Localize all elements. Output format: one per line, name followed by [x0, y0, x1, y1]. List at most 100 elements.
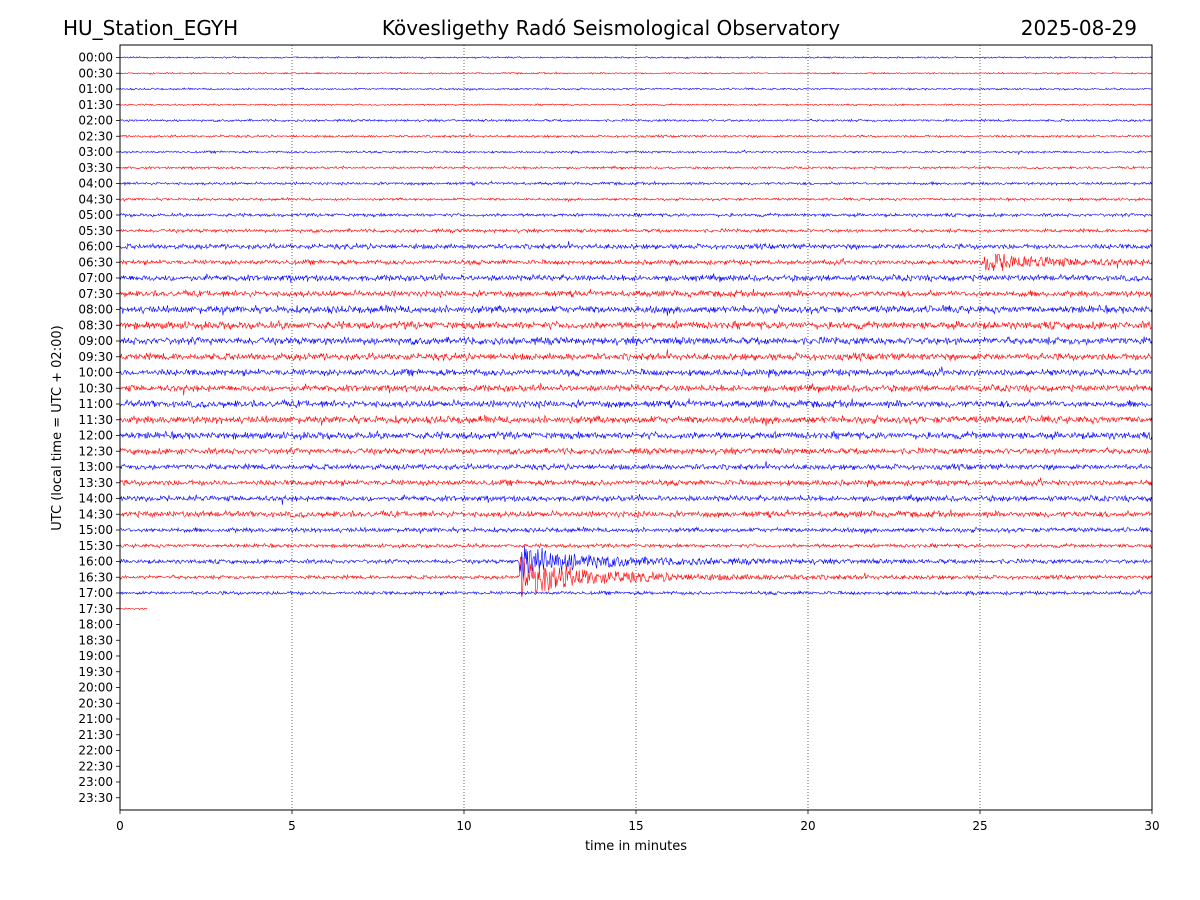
y-tick-label: 16:00 — [78, 555, 113, 569]
y-tick-label: 06:00 — [78, 240, 113, 254]
y-tick-label: 10:30 — [78, 381, 113, 395]
y-tick-label: 05:30 — [78, 224, 113, 238]
seismogram-trace-0700 — [119, 273, 1153, 283]
seismogram-trace-0300 — [119, 149, 1153, 156]
date-title: 2025-08-29 — [1021, 16, 1137, 40]
seismogram-trace-1500 — [119, 526, 1153, 535]
seismogram-trace-0000 — [119, 55, 1153, 60]
y-tick-label: 23:00 — [78, 775, 113, 789]
seismogram-trace-0330 — [119, 165, 1152, 171]
seismogram-trace-1600 — [119, 546, 1152, 581]
y-tick-label: 14:00 — [78, 492, 113, 506]
y-tick-label: 09:00 — [78, 334, 113, 348]
seismogram-trace-1300 — [119, 460, 1153, 472]
seismogram-trace-0030 — [119, 71, 1153, 76]
seismogram-trace-0230 — [119, 132, 1152, 139]
x-tick-label: 20 — [800, 819, 815, 833]
y-tick-label: 07:30 — [78, 287, 113, 301]
seismogram-trace-1700 — [119, 588, 1152, 597]
y-tick-label: 09:30 — [78, 350, 113, 364]
x-tick-label: 15 — [628, 819, 643, 833]
y-tick-label: 10:00 — [78, 366, 113, 380]
x-tick-label: 0 — [116, 819, 124, 833]
y-tick-label: 11:00 — [78, 397, 113, 411]
y-tick-label: 21:30 — [78, 728, 113, 742]
station-title: HU_Station_EGYH — [63, 16, 238, 40]
y-tick-label: 02:00 — [78, 114, 113, 128]
y-tick-label: 03:00 — [78, 145, 113, 159]
x-axis-ticks: 0 5 10 15 20 25 30 — [116, 810, 1160, 833]
seismogram-trace-0430 — [119, 196, 1152, 203]
y-tick-label: 02:30 — [78, 129, 113, 143]
seismogram-trace-0530 — [119, 227, 1153, 234]
seismogram-trace-0130 — [119, 103, 1152, 107]
seismogram-trace-0500 — [119, 212, 1153, 218]
y-tick-label: 08:00 — [78, 303, 113, 317]
y-tick-label: 04:00 — [78, 177, 113, 191]
seismogram-trace-1100 — [119, 398, 1152, 410]
y-tick-label: 11:30 — [78, 413, 113, 427]
seismogram-trace-1230 — [119, 446, 1152, 457]
seismogram-trace-1530 — [119, 542, 1153, 550]
x-tick-label: 10 — [456, 819, 471, 833]
seismogram-trace-1330 — [119, 477, 1153, 488]
y-tick-label: 08:30 — [78, 318, 113, 332]
y-tick-label: 22:00 — [78, 744, 113, 758]
seismogram-trace-1400 — [119, 494, 1153, 505]
y-tick-label: 17:00 — [78, 586, 113, 600]
x-tick-label: 30 — [1144, 819, 1159, 833]
seismogram-trace-1030 — [119, 383, 1153, 396]
seismogram-trace-1430 — [119, 509, 1153, 519]
y-tick-label: 00:30 — [78, 66, 113, 80]
y-tick-label: 05:00 — [78, 208, 113, 222]
seismogram-trace-1730 — [119, 607, 148, 611]
y-axis-label: UTC (local time = UTC + 02:00) — [50, 325, 65, 530]
x-tick-label: 5 — [288, 819, 296, 833]
seismogram-trace-0200 — [119, 118, 1153, 123]
seismogram-traces — [119, 55, 1153, 611]
seismogram-trace-1000 — [119, 366, 1152, 378]
y-tick-label: 22:30 — [78, 759, 113, 773]
seismogram-trace-0630 — [119, 253, 1153, 271]
seismogram-trace-1130 — [119, 414, 1153, 427]
y-tick-label: 19:00 — [78, 649, 113, 663]
y-tick-label: 21:00 — [78, 712, 113, 726]
seismogram-trace-0730 — [119, 288, 1152, 299]
y-tick-label: 19:30 — [78, 665, 113, 679]
y-tick-label: 13:30 — [78, 476, 113, 490]
y-tick-label: 20:00 — [78, 681, 113, 695]
y-tick-label: 01:30 — [78, 98, 113, 112]
y-tick-label: 16:30 — [78, 570, 113, 584]
y-tick-label: 12:00 — [78, 429, 113, 443]
y-tick-label: 14:30 — [78, 507, 113, 521]
y-tick-label: 07:00 — [78, 271, 113, 285]
y-tick-label: 12:30 — [78, 444, 113, 458]
y-tick-label: 04:30 — [78, 192, 113, 206]
seismogram-trace-0830 — [119, 319, 1152, 331]
y-tick-label: 13:00 — [78, 460, 113, 474]
seismogram-trace-0400 — [119, 180, 1153, 186]
y-tick-label: 00:00 — [78, 51, 113, 65]
y-tick-label: 03:30 — [78, 161, 113, 175]
vertical-grid — [291, 45, 981, 810]
seismogram-trace-0600 — [119, 240, 1153, 251]
x-axis-label: time in minutes — [585, 839, 687, 854]
seismogram-trace-0800 — [119, 304, 1153, 316]
y-tick-label: 20:30 — [78, 696, 113, 710]
seismogram-trace-1200 — [119, 430, 1153, 441]
y-tick-label: 15:30 — [78, 539, 113, 553]
y-tick-label: 15:00 — [78, 523, 113, 537]
seismogram-trace-0930 — [119, 349, 1152, 362]
y-tick-label: 23:30 — [78, 791, 113, 805]
x-tick-label: 25 — [972, 819, 987, 833]
y-tick-label: 06:30 — [78, 255, 113, 269]
y-tick-label: 01:00 — [78, 82, 113, 96]
y-tick-label: 18:00 — [78, 618, 113, 632]
seismogram-trace-0900 — [119, 336, 1153, 346]
y-tick-label: 17:30 — [78, 602, 113, 616]
seismogram-trace-0100 — [119, 87, 1152, 92]
seismogram-trace-1630 — [119, 556, 1153, 598]
chart-title: Kövesligethy Radó Seismological Observat… — [382, 16, 840, 40]
